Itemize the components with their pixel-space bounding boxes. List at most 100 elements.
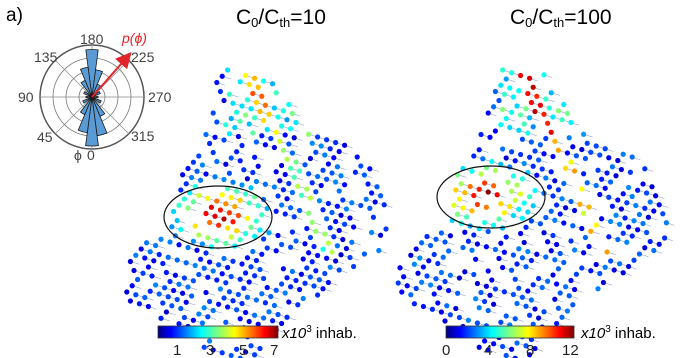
- network-node: [127, 298, 133, 304]
- network-node: [552, 217, 558, 223]
- network-node: [597, 191, 603, 198]
- network-node: [214, 198, 220, 204]
- network-node: [514, 300, 520, 307]
- network-node: [262, 102, 268, 108]
- network-node: [180, 290, 186, 296]
- network-node: [223, 122, 229, 128]
- network-node: [243, 270, 249, 276]
- network-node: [579, 146, 585, 153]
- population-network-map-right: [395, 67, 675, 358]
- network-node: [228, 115, 234, 122]
- network-node: [485, 228, 491, 235]
- network-node: [313, 189, 319, 195]
- network-node: [431, 291, 437, 297]
- network-node: [492, 128, 498, 134]
- network-node: [642, 245, 648, 251]
- network-node: [582, 155, 589, 162]
- network-node: [324, 176, 330, 182]
- network-node: [498, 201, 504, 207]
- network-node: [259, 291, 265, 297]
- network-node: [234, 109, 240, 115]
- network-node: [259, 93, 265, 99]
- network-node: [510, 252, 516, 258]
- network-node: [474, 201, 480, 208]
- network-node: [442, 318, 448, 324]
- network-node: [437, 285, 443, 291]
- network-node: [163, 309, 169, 315]
- colorbar-right-tick-12: 12: [562, 342, 579, 358]
- network-node: [207, 140, 213, 147]
- network-node: [167, 239, 173, 245]
- network-node: [446, 248, 452, 254]
- network-node: [374, 184, 380, 190]
- network-node: [196, 232, 202, 238]
- network-node: [572, 247, 578, 253]
- network-node: [491, 183, 497, 189]
- network-node: [257, 108, 263, 115]
- network-node: [600, 279, 607, 286]
- network-node: [252, 273, 258, 279]
- network-node: [289, 189, 295, 196]
- network-node: [320, 286, 326, 292]
- network-node: [162, 285, 168, 291]
- network-node: [284, 156, 290, 162]
- network-node: [428, 282, 434, 288]
- network-node: [280, 266, 286, 272]
- network-node: [320, 207, 326, 213]
- network-node: [554, 241, 560, 248]
- network-node: [599, 216, 605, 222]
- network-node: [404, 283, 410, 289]
- network-node: [232, 124, 238, 131]
- network-node: [635, 227, 641, 233]
- network-node: [617, 261, 623, 267]
- network-node: [243, 191, 249, 197]
- network-node: [237, 79, 243, 85]
- network-node: [579, 225, 585, 232]
- network-node: [514, 261, 520, 267]
- network-node: [572, 286, 578, 293]
- network-node: [498, 319, 504, 325]
- network-node: [478, 289, 484, 296]
- network-node: [198, 177, 204, 183]
- network-node: [545, 239, 551, 245]
- network-node: [248, 343, 254, 349]
- network-node: [516, 285, 522, 291]
- network-node: [608, 218, 614, 225]
- network-node: [252, 154, 258, 160]
- network-node: [167, 278, 173, 285]
- network-node: [250, 130, 256, 136]
- network-node: [327, 225, 333, 231]
- network-node: [199, 241, 205, 247]
- network-node: [207, 298, 213, 305]
- unit-right-exp: 3: [605, 324, 611, 335]
- network-node: [334, 243, 340, 249]
- polar-wedge: [79, 66, 93, 98]
- colorbar-right-tick-8: 8: [526, 342, 534, 358]
- network-node: [230, 258, 236, 264]
- network-node: [158, 315, 164, 321]
- network-node: [226, 210, 232, 216]
- network-node: [151, 258, 157, 264]
- network-node: [491, 341, 497, 347]
- network-node: [271, 302, 277, 309]
- network-node: [532, 306, 538, 312]
- network-node: [626, 224, 632, 230]
- network-node: [509, 70, 515, 76]
- network-node: [288, 244, 294, 250]
- network-node: [570, 223, 576, 229]
- polar-spoke: [91, 96, 130, 135]
- network-node: [288, 165, 294, 171]
- network-node: [624, 200, 630, 206]
- network-node: [144, 240, 150, 246]
- network-node: [555, 147, 562, 153]
- network-node: [604, 249, 610, 255]
- network-node: [561, 259, 567, 266]
- unit-left-suffix: inhab.: [311, 325, 357, 342]
- network-node: [234, 149, 240, 155]
- colorbar-left-tick-1: 1: [173, 342, 181, 358]
- network-node: [288, 205, 294, 211]
- title-right-main: C: [510, 6, 526, 29]
- polar-spoke: [54, 96, 93, 135]
- network-node: [246, 318, 252, 325]
- network-node: [615, 157, 621, 164]
